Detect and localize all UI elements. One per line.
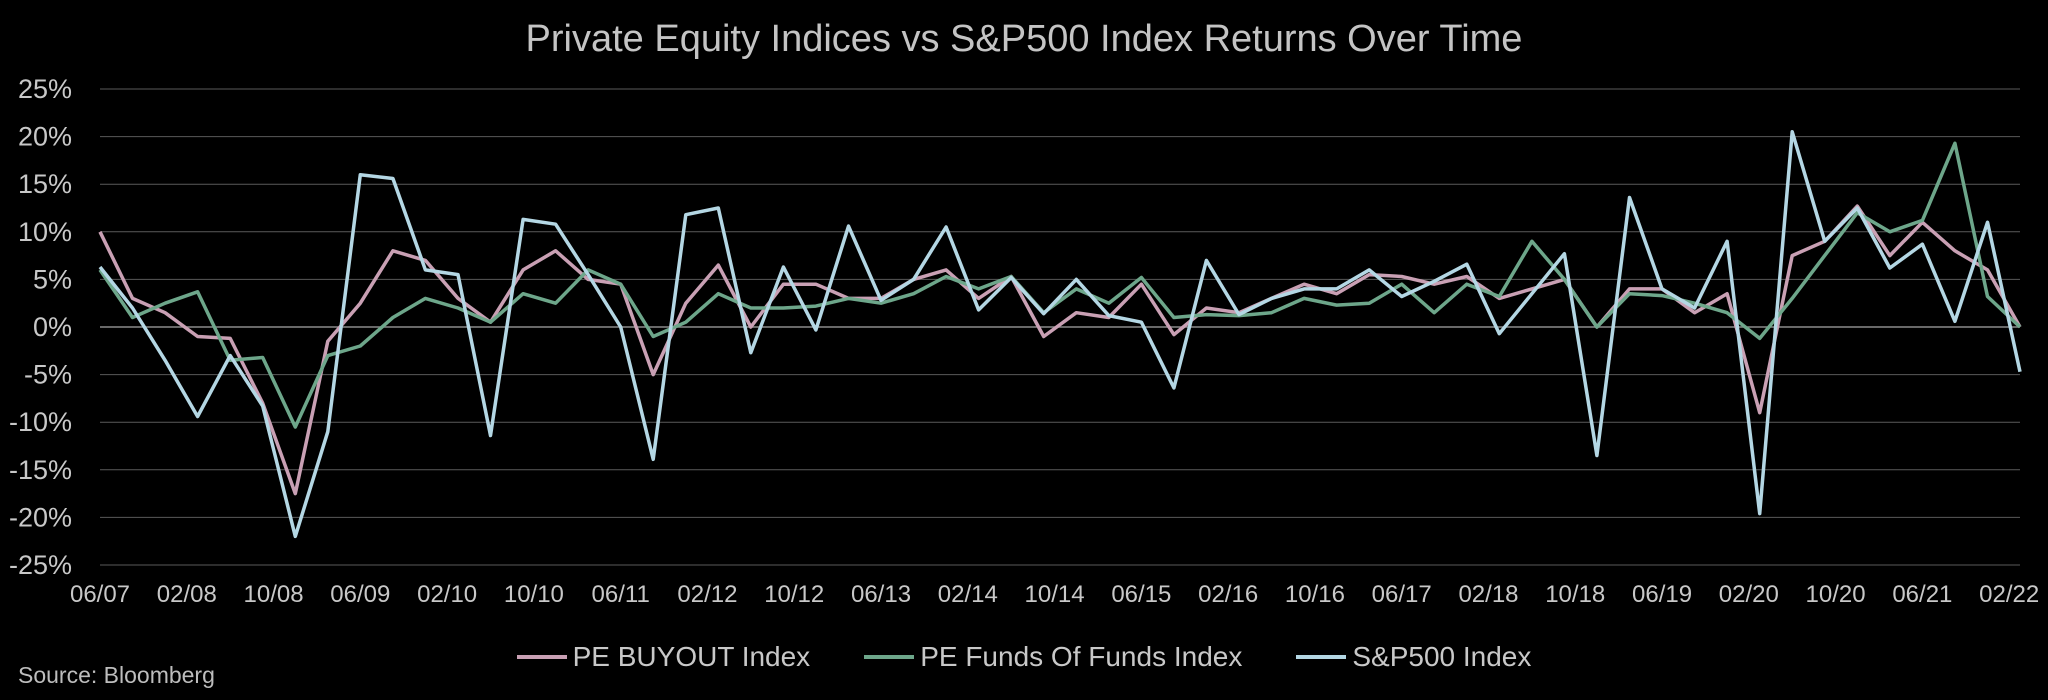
x-tick-label: 10/10 [504, 581, 564, 608]
y-tick-label: -25% [9, 550, 72, 580]
y-axis-tick-labels: 25% 20% 15% 10% 5% 0% -5% -10% -15% -20% -25% [9, 74, 72, 580]
x-tick-label: 06/09 [330, 581, 390, 608]
x-tick-label: 02/12 [677, 581, 737, 608]
x-tick-label: 02/08 [157, 581, 217, 608]
series-line-s-p500-index[interactable] [98, 130, 2022, 539]
legend-label-sp500: S&P500 Index [1352, 641, 1532, 672]
source-note: Source: Bloomberg [18, 662, 215, 688]
y-tick-label: 5% [33, 264, 72, 294]
chart-title: Private Equity Indices vs S&P500 Index R… [525, 18, 1523, 60]
x-tick-label: 02/14 [938, 581, 998, 608]
x-tick-label: 02/20 [1719, 581, 1779, 608]
x-tick-label: 06/11 [592, 581, 650, 608]
x-tick-label: 02/10 [417, 581, 477, 608]
series-line-pe-buyout-index[interactable] [98, 204, 2022, 496]
x-tick-label: 06/17 [1372, 581, 1432, 608]
x-tick-label: 10/16 [1285, 581, 1345, 608]
x-tick-label: 02/22 [1979, 581, 2039, 608]
legend-item-pe-funds-of-funds[interactable]: PE Funds Of Funds Index [864, 641, 1242, 673]
x-tick-label: 10/14 [1025, 581, 1085, 608]
legend-label-pe-funds-of-funds: PE Funds Of Funds Index [920, 641, 1243, 672]
y-tick-label: -10% [9, 407, 72, 437]
legend-label-pe-buyout: PE BUYOUT Index [572, 641, 811, 672]
x-tick-label: 06/19 [1632, 581, 1692, 608]
legend-item-pe-buyout[interactable]: PE BUYOUT Index [516, 641, 811, 673]
y-tick-label: -5% [24, 360, 72, 390]
x-tick-label: 10/12 [764, 581, 824, 608]
legend-swatch-sp500 [1296, 655, 1347, 659]
legend: PE BUYOUT Index PE Funds Of Funds Index … [0, 641, 2048, 673]
y-tick-label: 20% [18, 122, 72, 152]
legend-swatch-pe-buyout [516, 655, 567, 659]
legend-item-sp500[interactable]: S&P500 Index [1296, 641, 1531, 673]
x-tick-label: 06/21 [1892, 581, 1952, 608]
y-tick-label: 0% [33, 312, 72, 342]
y-tick-label: 10% [18, 217, 72, 247]
x-tick-label: 10/08 [244, 581, 304, 608]
legend-swatch-pe-funds-of-funds [864, 655, 915, 659]
x-tick-label: 06/07 [70, 581, 130, 608]
x-tick-label: 02/16 [1198, 581, 1258, 608]
y-tick-label: -20% [9, 502, 72, 532]
y-tick-label: -15% [9, 455, 72, 485]
x-tick-label: 10/18 [1545, 581, 1605, 608]
x-axis-tick-labels: 06/07 02/08 10/08 06/09 02/10 10/10 06/11 02/12… [70, 581, 2039, 608]
y-tick-label: 15% [18, 169, 72, 199]
x-tick-label: 02/18 [1458, 581, 1518, 608]
series-line-pe-funds-of-funds-index[interactable] [98, 141, 2022, 429]
x-tick-label: 10/20 [1806, 581, 1866, 608]
grid-lines [100, 88, 2020, 566]
x-tick-label: 06/15 [1111, 581, 1171, 608]
y-tick-label: 25% [18, 74, 72, 104]
x-tick-label: 06/13 [851, 581, 911, 608]
series-lines [98, 130, 2022, 539]
